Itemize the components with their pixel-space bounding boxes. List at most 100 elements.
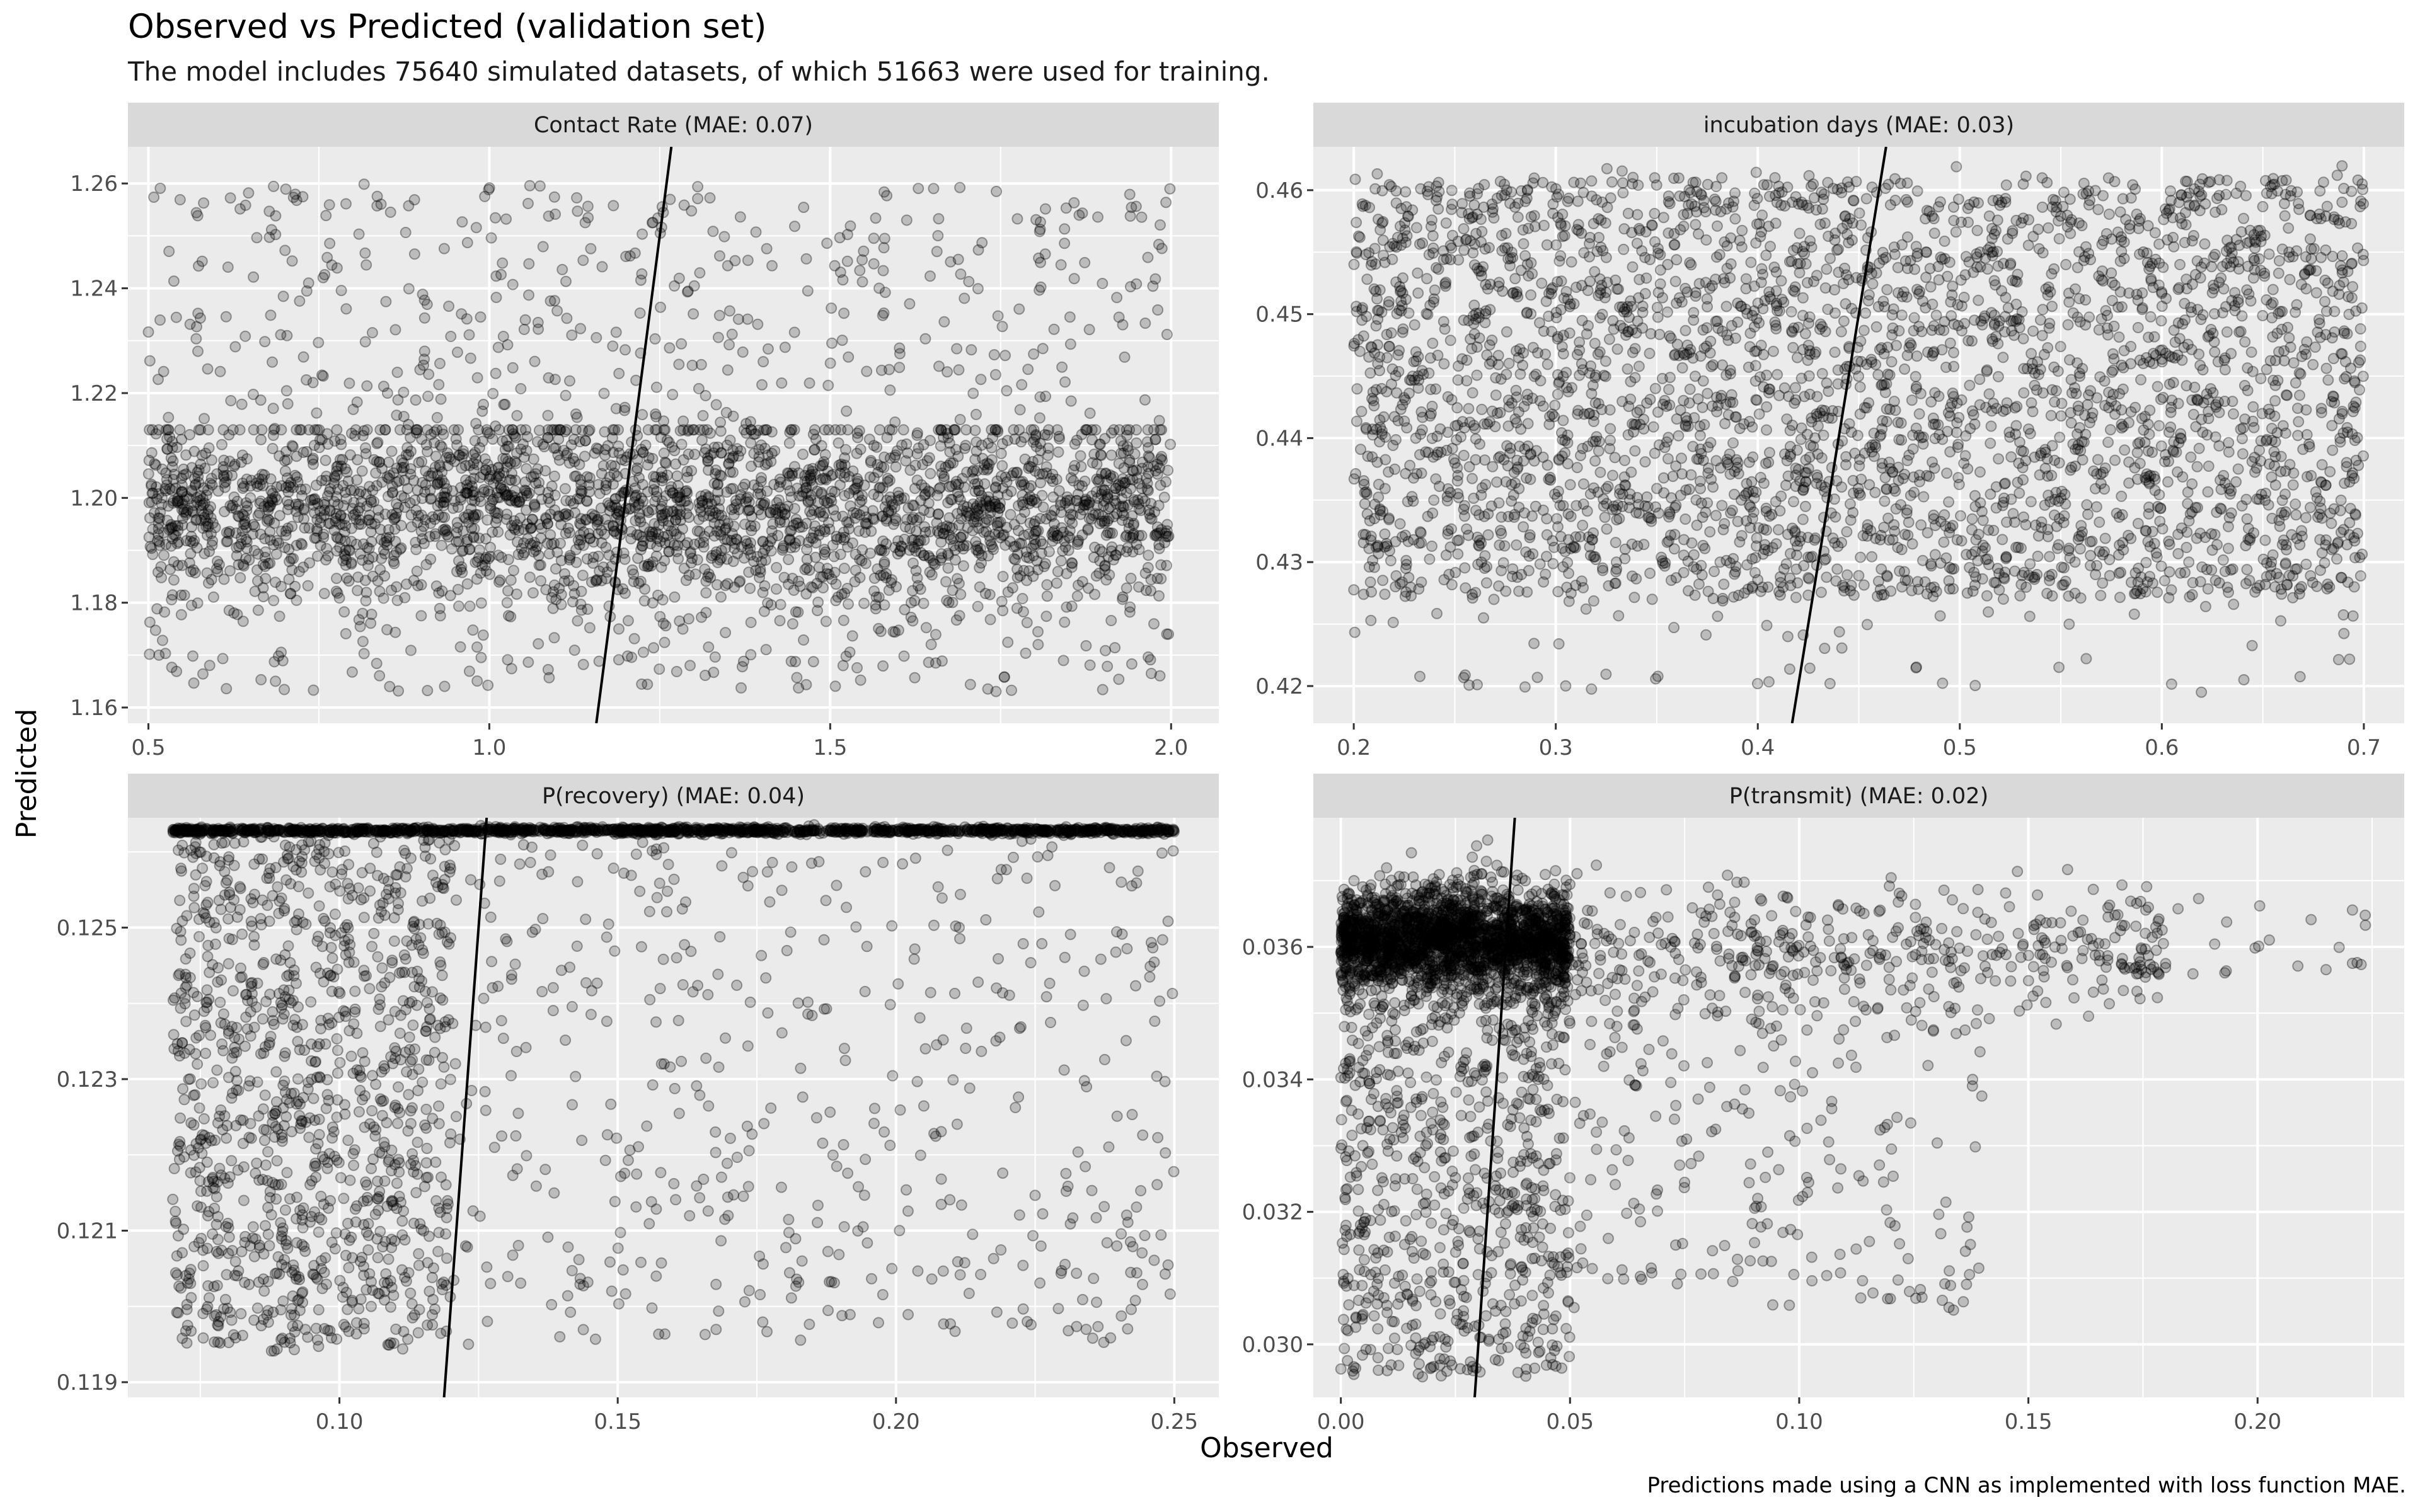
data-point	[752, 318, 764, 330]
data-point	[422, 424, 434, 436]
data-point	[873, 424, 885, 436]
data-point	[155, 561, 167, 573]
data-point	[1006, 470, 1018, 482]
data-point	[1868, 450, 1880, 462]
data-point	[930, 657, 942, 669]
data-point	[1818, 429, 1829, 441]
data-point	[629, 247, 641, 259]
data-point	[1086, 457, 1098, 469]
data-point	[320, 454, 331, 466]
data-point	[731, 443, 743, 455]
data-point	[485, 232, 497, 244]
data-point	[1041, 579, 1053, 591]
data-point	[608, 200, 619, 212]
data-point	[1802, 572, 1814, 583]
data-point	[273, 537, 285, 549]
data-point	[589, 510, 601, 522]
data-point	[1021, 617, 1033, 629]
data-point	[735, 682, 747, 694]
data-point	[1466, 472, 1478, 484]
data-point	[163, 424, 175, 436]
data-point	[262, 505, 274, 517]
data-point	[362, 559, 374, 571]
data-point	[599, 426, 611, 438]
data-point	[838, 563, 850, 575]
data-point	[779, 341, 791, 353]
data-point	[537, 438, 549, 450]
data-point	[2045, 410, 2057, 421]
data-point	[1822, 176, 1834, 188]
data-point	[625, 525, 637, 537]
data-point	[1119, 351, 1131, 363]
data-point	[340, 303, 352, 315]
data-point	[468, 530, 480, 542]
data-point	[1632, 209, 1644, 220]
data-point	[1442, 528, 1454, 540]
data-point	[570, 556, 582, 568]
data-point	[877, 660, 889, 672]
data-point	[1377, 575, 1389, 587]
data-point	[469, 513, 480, 525]
data-point	[161, 443, 173, 455]
data-point	[830, 510, 841, 522]
data-point	[1055, 259, 1067, 271]
data-point	[1551, 513, 1563, 525]
data-point	[870, 599, 882, 611]
data-point	[2097, 190, 2109, 202]
data-point	[591, 332, 602, 343]
data-point	[720, 627, 732, 639]
data-point	[227, 500, 239, 511]
data-point	[508, 564, 519, 576]
data-point	[1656, 372, 1668, 384]
data-point	[851, 662, 863, 673]
data-point	[236, 525, 248, 537]
data-point	[973, 484, 984, 496]
data-point	[826, 302, 838, 314]
data-point	[492, 461, 504, 473]
data-point	[512, 536, 523, 548]
data-point	[352, 454, 364, 466]
data-point	[783, 467, 795, 479]
data-point	[1877, 253, 1889, 265]
data-point	[533, 425, 545, 437]
data-point	[1016, 379, 1028, 391]
data-point	[1132, 494, 1144, 506]
data-point	[518, 323, 530, 335]
data-point	[365, 617, 377, 629]
data-point	[902, 447, 914, 459]
data-point	[515, 424, 527, 436]
data-point	[453, 600, 464, 612]
data-point	[992, 310, 1004, 322]
data-point	[262, 513, 274, 525]
data-point	[683, 613, 694, 625]
data-point	[892, 486, 904, 498]
data-point	[1143, 508, 1155, 520]
data-point	[682, 425, 694, 437]
data-point	[243, 554, 255, 566]
data-point	[2167, 377, 2179, 389]
data-point	[771, 562, 783, 573]
data-point	[442, 460, 454, 472]
data-point	[224, 525, 236, 537]
data-point	[666, 505, 678, 517]
data-point	[726, 328, 738, 340]
data-point	[704, 192, 716, 204]
data-point	[925, 639, 937, 650]
data-point	[746, 461, 757, 472]
data-point	[391, 581, 403, 593]
data-point	[729, 537, 741, 549]
data-point	[762, 449, 774, 461]
data-point	[484, 471, 496, 483]
data-point	[1156, 450, 1168, 462]
data-point	[1584, 238, 1595, 249]
data-point	[1025, 424, 1037, 436]
data-point	[2269, 395, 2281, 407]
data-point	[168, 574, 180, 586]
data-point	[534, 559, 546, 571]
data-point	[596, 467, 608, 479]
data-point	[335, 285, 347, 297]
data-point	[1078, 499, 1090, 511]
data-point	[470, 418, 482, 430]
data-point	[354, 548, 366, 560]
data-point	[1154, 670, 1166, 682]
